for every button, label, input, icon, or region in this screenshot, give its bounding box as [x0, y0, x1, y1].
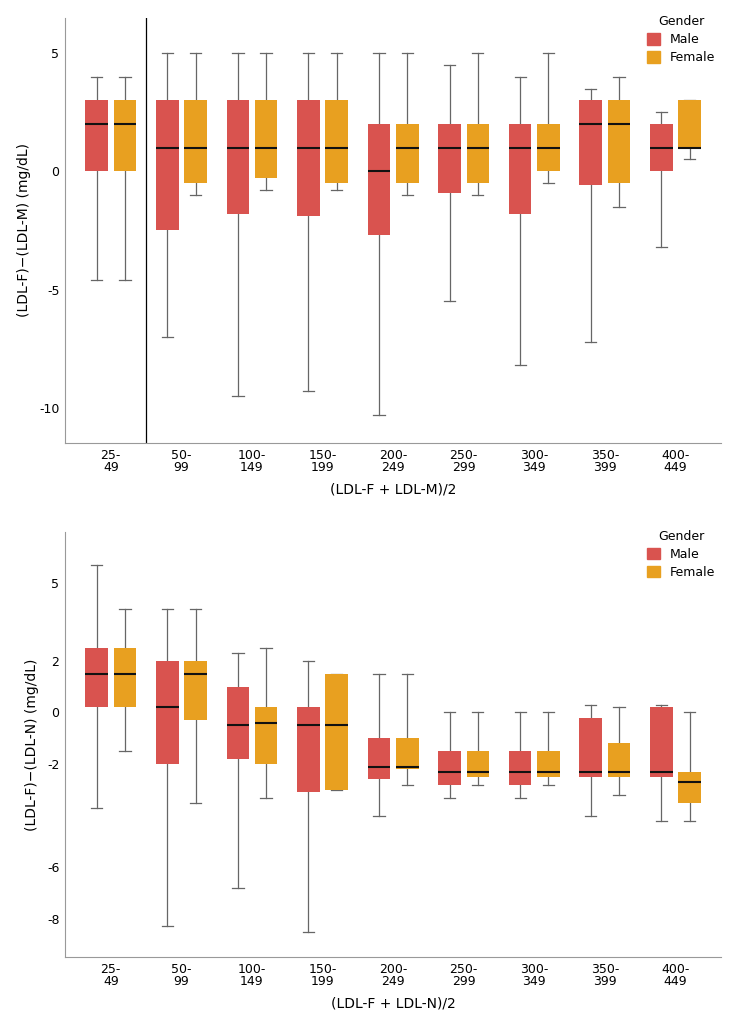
- Bar: [607, 101, 630, 183]
- Bar: [227, 687, 249, 759]
- Bar: [396, 124, 418, 183]
- Legend: Male, Female: Male, Female: [647, 530, 715, 578]
- Y-axis label: (LDL-F)−(LDL-M) (mg/dL): (LDL-F)−(LDL-M) (mg/dL): [17, 144, 31, 317]
- Bar: [466, 124, 489, 183]
- Bar: [650, 708, 672, 776]
- Bar: [255, 708, 277, 764]
- Legend: Male, Female: Male, Female: [647, 15, 715, 65]
- Bar: [537, 751, 559, 776]
- Bar: [509, 751, 531, 785]
- Bar: [325, 674, 348, 790]
- Bar: [537, 124, 559, 172]
- Bar: [607, 744, 630, 776]
- Bar: [297, 101, 320, 217]
- Bar: [368, 738, 390, 779]
- Bar: [114, 101, 137, 172]
- Bar: [255, 101, 277, 179]
- Bar: [466, 751, 489, 776]
- Bar: [396, 738, 418, 769]
- Bar: [678, 101, 701, 148]
- Y-axis label: (LDL-F)−(LDL-N) (mg/dL): (LDL-F)−(LDL-N) (mg/dL): [24, 658, 38, 831]
- Bar: [227, 101, 249, 214]
- Bar: [86, 648, 108, 708]
- Bar: [368, 124, 390, 235]
- Bar: [184, 101, 207, 183]
- X-axis label: (LDL-F + LDL-M)/2: (LDL-F + LDL-M)/2: [330, 482, 456, 496]
- Bar: [678, 771, 701, 803]
- Bar: [114, 648, 137, 708]
- Bar: [156, 101, 179, 230]
- X-axis label: (LDL-F + LDL-N)/2: (LDL-F + LDL-N)/2: [331, 996, 455, 1011]
- Bar: [297, 708, 320, 793]
- Bar: [325, 101, 348, 183]
- Bar: [438, 124, 461, 193]
- Bar: [650, 124, 672, 172]
- Bar: [509, 124, 531, 214]
- Bar: [579, 101, 602, 186]
- Bar: [86, 101, 108, 172]
- Bar: [579, 718, 602, 776]
- Bar: [438, 751, 461, 785]
- Bar: [156, 660, 179, 764]
- Bar: [184, 660, 207, 720]
